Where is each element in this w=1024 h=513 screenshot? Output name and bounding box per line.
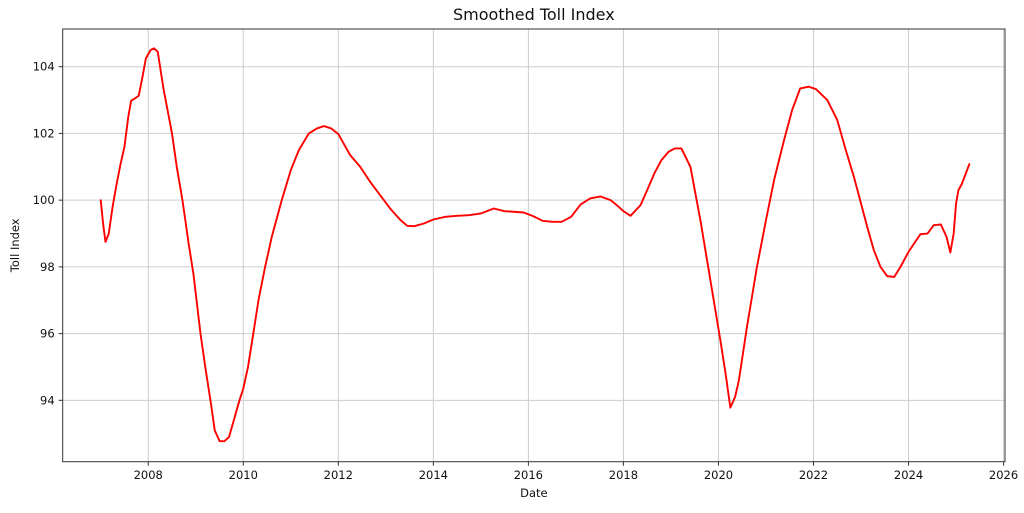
x-axis-label: Date: [520, 486, 548, 500]
x-tick-label: 2012: [324, 468, 353, 482]
y-tick-label: 96: [40, 327, 55, 341]
y-axis-label: Toll Index: [8, 218, 22, 273]
axis-ticks: [58, 66, 1005, 466]
x-tick-label: 2026: [989, 468, 1018, 482]
y-tick-label: 102: [33, 126, 55, 140]
x-tick-label: 2016: [514, 468, 543, 482]
y-tick-label: 94: [40, 393, 55, 407]
axis-tick-labels: 2008 2010 2012 2014 2016 2018 2020 2022 2024 2026…: [33, 60, 1018, 483]
plot-border: [62, 28, 1006, 463]
y-tick-label: 104: [33, 60, 55, 74]
x-tick-label: 2010: [229, 468, 258, 482]
y-tick-label: 100: [33, 193, 55, 207]
series-line-toll-index-smoothed-: [99, 47, 971, 443]
x-tick-label: 2024: [894, 468, 923, 482]
y-tick-label: 98: [40, 260, 55, 274]
chart-title: Smoothed Toll Index: [453, 5, 615, 24]
x-tick-label: 2018: [609, 468, 638, 482]
x-tick-label: 2022: [799, 468, 828, 482]
series-layer: [99, 47, 971, 443]
x-tick-label: 2014: [419, 468, 448, 482]
x-tick-label: 2020: [704, 468, 733, 482]
gridlines: [62, 29, 1005, 462]
x-tick-label: 2008: [134, 468, 163, 482]
